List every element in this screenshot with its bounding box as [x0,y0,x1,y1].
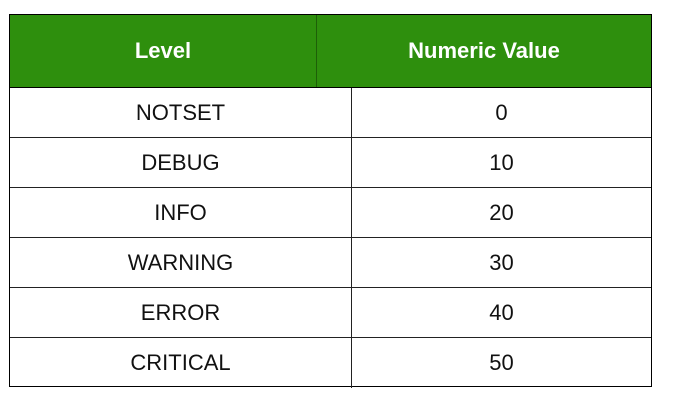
log-levels-table: Level Numeric Value NOTSET 0 DEBUG 10 IN… [9,14,652,388]
table-row: DEBUG 10 [10,138,651,188]
level-cell: NOTSET [10,88,352,137]
value-cell: 0 [495,99,508,125]
level-cell: WARNING [10,238,352,287]
header-numeric-value: Numeric Value [408,38,560,63]
level-cell: ERROR [10,288,352,337]
header-level: Level [10,15,317,87]
value-cell: 50 [489,350,514,375]
table-row: INFO 20 [10,188,651,238]
level-cell: DEBUG [10,138,352,187]
value-cell: 20 [489,199,514,225]
table-body: NOTSET 0 DEBUG 10 INFO 20 WARNING 30 ERR… [10,88,651,388]
table-row: ERROR 40 [10,288,651,338]
table-header: Level Numeric Value [10,15,651,88]
value-cell: 40 [489,299,514,325]
table-row: WARNING 30 [10,238,651,288]
table-row: CRITICAL 50 [10,338,651,388]
value-cell: 10 [489,149,514,175]
level-cell: INFO [10,188,352,237]
level-cell: CRITICAL [10,338,352,388]
value-cell: 30 [489,249,514,275]
table-row: NOTSET 0 [10,88,651,138]
